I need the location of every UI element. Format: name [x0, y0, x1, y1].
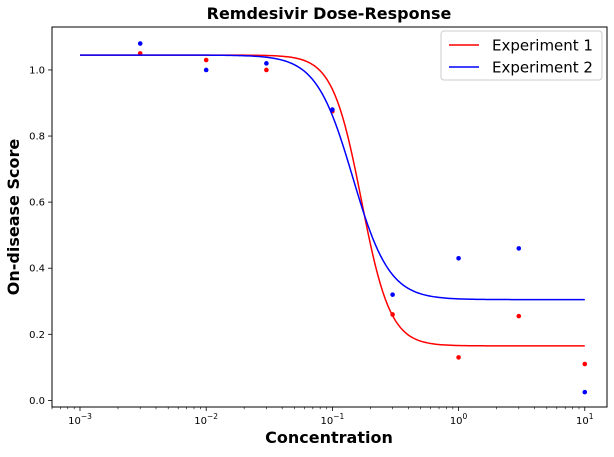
y-tick-label: 0.8: [29, 132, 45, 143]
data-point-s2-2: [203, 67, 209, 73]
y-tick-label: 0.4: [29, 264, 45, 275]
legend-label-2: Experiment 2: [492, 59, 593, 77]
data-point-s1-8: [582, 361, 588, 367]
data-point-s1-3: [264, 67, 269, 73]
axis-ticks: 0.0 0.2 0.4 0.6 0.8 1.0 10−3 10−2 10−1 100 101: [29, 65, 594, 427]
series-line-1: [80, 54, 585, 347]
data-point-s1-5: [390, 312, 395, 317]
data-point-s1-6: [456, 355, 461, 360]
legend-box: [440, 30, 603, 81]
plot-frame: [51, 26, 608, 408]
data-point-s2-4: [330, 107, 335, 112]
x-tick-label: 100: [450, 412, 468, 427]
x-tick-label: 10−2: [194, 412, 218, 427]
data-point-s2-3: [264, 61, 269, 66]
y-tick-label: 1.0: [29, 65, 45, 76]
y-tick-label: 0.2: [29, 330, 45, 341]
series-line-2: [80, 54, 585, 301]
x-tick-label: 10−1: [320, 412, 344, 427]
chart-title: Remdesivir Dose-Response: [207, 4, 452, 23]
data-point-s1-2: [203, 57, 209, 63]
y-tick-label: 0.0: [29, 396, 45, 407]
data-point-s2-1: [137, 41, 143, 46]
x-axis-label: Concentration: [265, 428, 393, 447]
x-tick-label: 10−3: [68, 412, 92, 427]
data-point-s1-7: [516, 313, 522, 319]
y-tick-label: 0.6: [29, 198, 45, 209]
plot-area: [80, 41, 588, 395]
legend: Experiment 1 Experiment 2: [440, 30, 603, 81]
data-point-s2-8: [582, 389, 588, 395]
y-axis-label: On-disease Score: [4, 139, 23, 296]
data-point-s2-6: [456, 255, 461, 261]
data-point-s2-5: [390, 292, 395, 297]
data-point-s2-7: [516, 246, 522, 251]
legend-label-1: Experiment 1: [492, 37, 593, 55]
x-tick-label: 101: [576, 412, 594, 427]
